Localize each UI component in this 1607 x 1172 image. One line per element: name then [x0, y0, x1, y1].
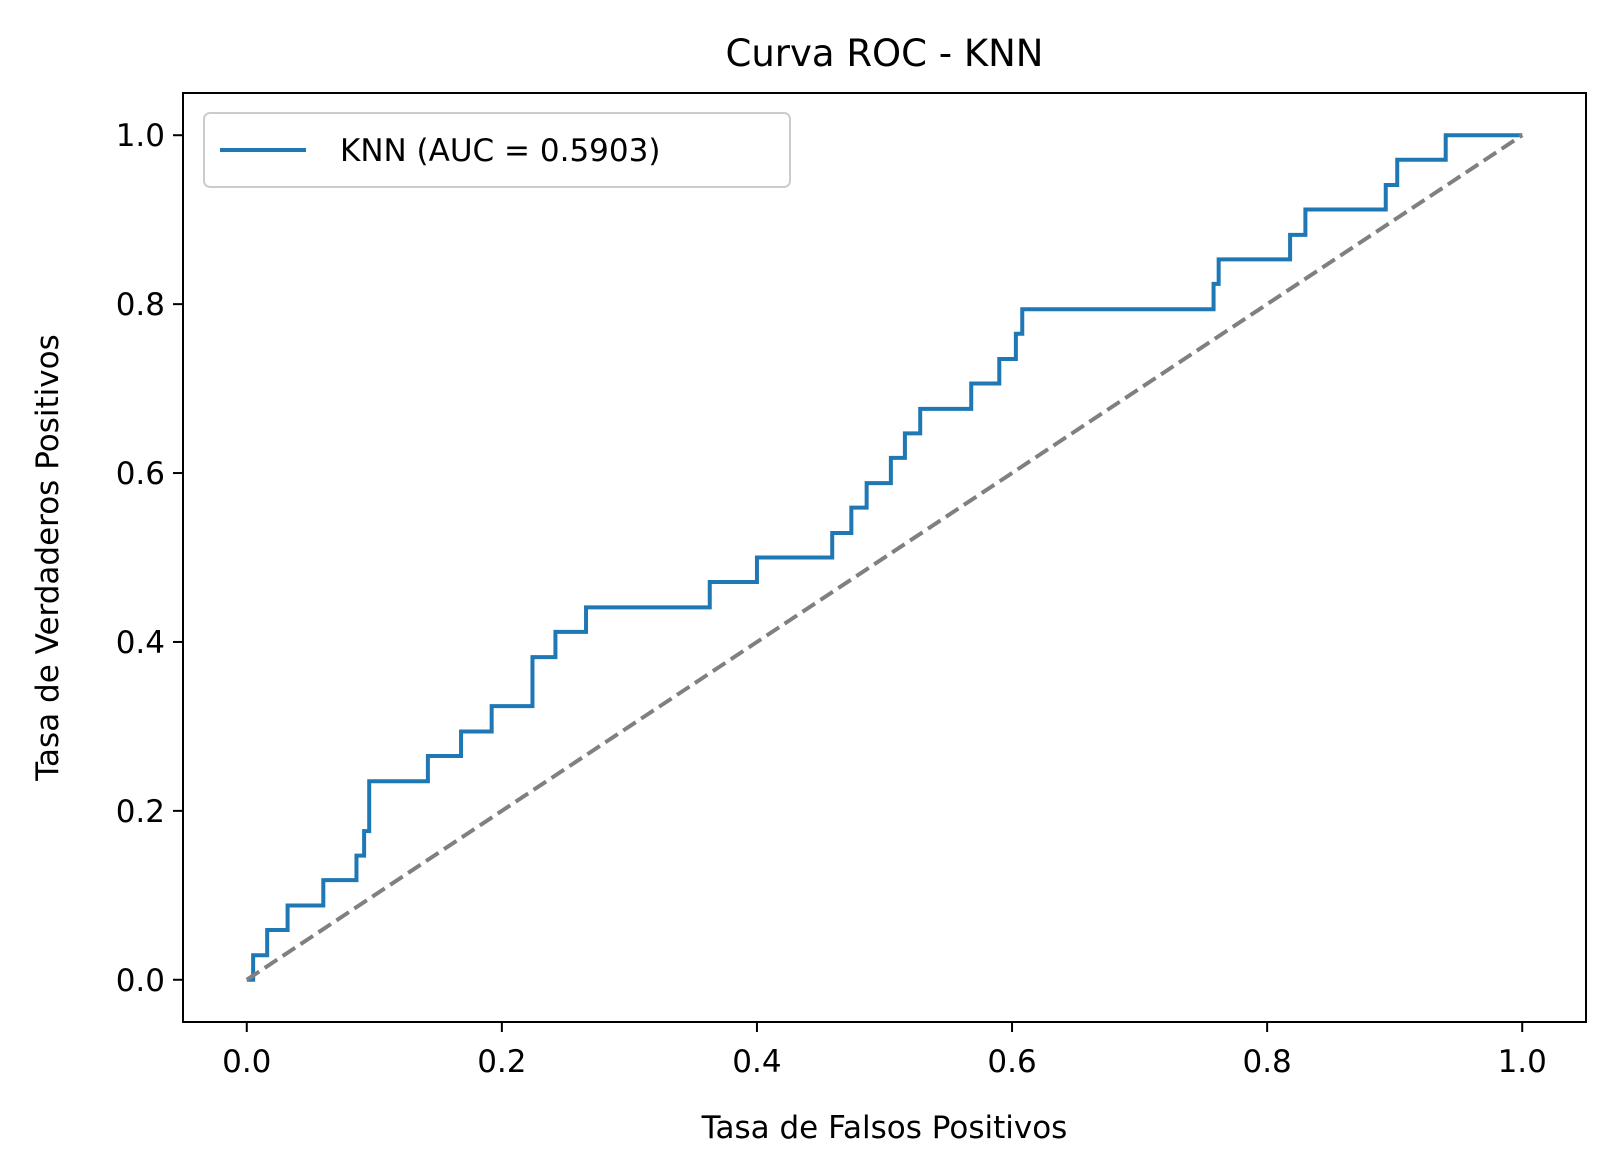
y-axis-label: Tasa de Verdaderos Positivos [30, 334, 66, 782]
axes-frame [182, 92, 1587, 1023]
x-tick-label: 0.8 [1242, 1044, 1291, 1080]
x-tick-label: 0.0 [222, 1044, 271, 1080]
x-tick-label: 0.2 [477, 1044, 526, 1080]
x-tick-label: 0.6 [987, 1044, 1036, 1080]
x-tick-label: 0.4 [732, 1044, 781, 1080]
legend-box [203, 112, 791, 188]
y-tick-label: 0.2 [116, 794, 165, 830]
chance-diagonal-line [245, 133, 1524, 982]
x-axis: 0.0 0.2 0.4 0.6 0.8 1.0 [222, 1022, 1547, 1080]
legend: KNN (AUC = 0.5903) [203, 112, 791, 188]
roc-curve-series-0 [246, 133, 1523, 982]
chart-title: Curva ROC - KNN [726, 32, 1044, 75]
y-tick-label: 0.8 [116, 287, 165, 323]
x-axis-label: Tasa de Falsos Positivos [701, 1110, 1068, 1146]
x-tick-label: 1.0 [1498, 1044, 1547, 1080]
y-tick-label: 1.0 [116, 118, 165, 154]
legend-label: KNN (AUC = 0.5903) [340, 133, 660, 169]
y-tick-label: 0.0 [116, 963, 165, 999]
y-tick-label: 0.6 [116, 456, 165, 492]
plot-area [182, 92, 1587, 1023]
y-axis: 0.0 0.2 0.4 0.6 0.8 1.0 [116, 118, 183, 999]
y-tick-label: 0.4 [116, 625, 165, 661]
